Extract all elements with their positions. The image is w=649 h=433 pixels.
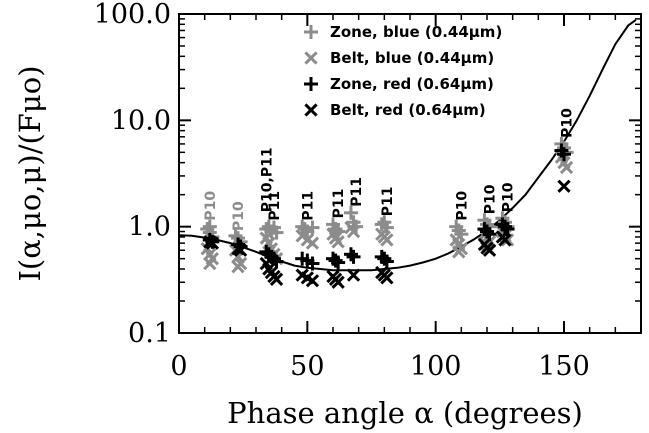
- point-annotation: P11: [349, 177, 365, 207]
- data-point: [379, 254, 394, 269]
- data-point: [557, 147, 571, 162]
- legend-label: Zone, blue (0.44μm): [330, 23, 502, 41]
- legend-marker: [304, 51, 318, 65]
- axis-layer: 0 50 100 150 0.1 1.0 10.0 100.0: [94, 0, 641, 382]
- legend-label: Belt, blue (0.44μm): [330, 49, 494, 67]
- legend: Zone, blue (0.44μm) Belt, blue (0.44μm) Zo…: [304, 23, 502, 119]
- y-tick-label: 100.0: [94, 0, 171, 30]
- data-point: [557, 179, 571, 193]
- point-annotation: P10: [203, 191, 219, 221]
- x-tick-label: 100: [410, 351, 462, 382]
- data-point: [269, 254, 284, 269]
- x-axis-title: Phase angle α (degrees): [227, 396, 583, 430]
- point-annotation: P10: [454, 191, 470, 221]
- point-annotation: P11: [380, 187, 396, 217]
- data-point: [233, 243, 248, 257]
- series-4: [203, 179, 571, 289]
- point-annotation: P10: [560, 108, 576, 138]
- point-annotation: P10: [483, 184, 499, 214]
- point-annotation: P11: [267, 191, 283, 221]
- data-point: [331, 235, 345, 249]
- data-point: [343, 247, 358, 262]
- data-point: [269, 272, 284, 286]
- series-3: [202, 143, 571, 271]
- data-point: [379, 220, 394, 235]
- data-point: [498, 233, 512, 247]
- point-annotation: P10: [501, 182, 517, 212]
- data-point: [452, 245, 466, 259]
- data-point: [482, 243, 497, 257]
- data-point: [343, 205, 358, 220]
- data-point: [231, 260, 245, 274]
- y-tick-label: 1.0: [128, 212, 171, 243]
- point-annotation: P10,P11: [259, 147, 275, 212]
- data-point: [328, 253, 343, 268]
- data-point: [346, 268, 361, 282]
- data-point: [480, 224, 494, 239]
- x-tick-label: 150: [538, 351, 590, 382]
- data-point: [305, 256, 320, 271]
- data-point: [346, 249, 361, 264]
- data-point: [203, 256, 217, 271]
- data-point: [331, 275, 345, 289]
- data-point: [205, 236, 220, 250]
- point-annotation: P10: [231, 201, 247, 231]
- data-point: [377, 251, 392, 266]
- legend-marker: [304, 77, 318, 91]
- data-point: [346, 224, 361, 239]
- data-point: [305, 274, 320, 288]
- x-tick-label: 0: [170, 351, 187, 382]
- legend-marker: [304, 25, 318, 39]
- y-tick-label: 0.1: [128, 318, 171, 349]
- legend-label: Belt, red (0.64μm): [330, 101, 486, 119]
- point-annotation: P11: [300, 191, 316, 221]
- y-tick-label: 10.0: [111, 105, 171, 136]
- y-axis-title: I(α,μo,μ)/(Fμo): [13, 65, 47, 281]
- data-point: [305, 220, 320, 235]
- data-point: [305, 236, 320, 250]
- x-tick-label: 50: [290, 351, 324, 382]
- point-annotation: P11: [331, 189, 347, 219]
- data-point: [380, 271, 394, 285]
- legend-label: Zone, red (0.64μm): [330, 75, 494, 93]
- data-point: [559, 160, 574, 175]
- legend-marker: [304, 103, 318, 117]
- data-point: [380, 233, 394, 247]
- data-point: [497, 219, 512, 234]
- data-point: [331, 255, 346, 270]
